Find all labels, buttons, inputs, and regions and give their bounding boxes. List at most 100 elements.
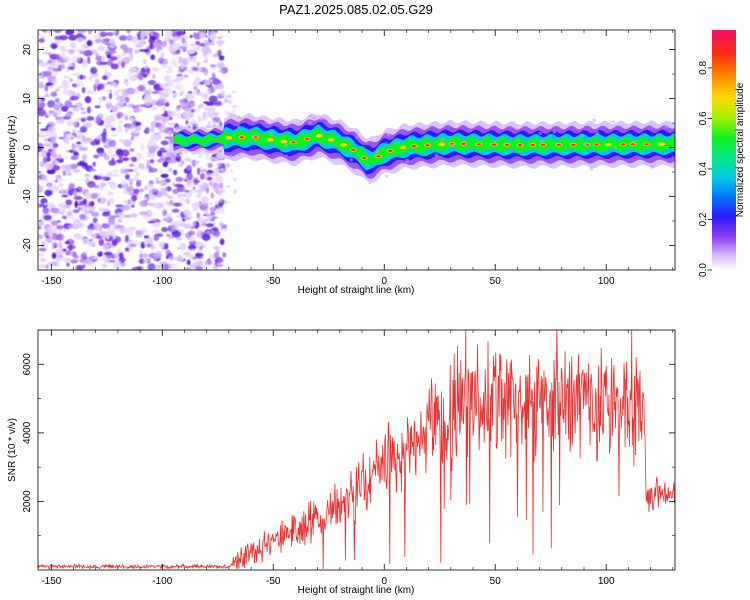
- noise-dot: [423, 126, 426, 128]
- noise-dot: [387, 133, 391, 137]
- noise-dot: [51, 220, 59, 227]
- noise-dot: [216, 183, 221, 187]
- noise-dot: [110, 127, 116, 131]
- y-tick-label: 2000: [22, 490, 33, 513]
- noise-dot: [116, 226, 126, 230]
- noise-dot: [186, 165, 192, 171]
- noise-dot: [82, 264, 86, 269]
- noise-dot: [191, 123, 198, 127]
- noise-dot: [95, 53, 99, 58]
- colorbar-tick-label: 0.8: [698, 61, 709, 75]
- noise-dot: [233, 189, 237, 194]
- noise-dot: [179, 256, 184, 261]
- noise-dot: [147, 79, 157, 86]
- noise-dot: [595, 131, 600, 136]
- noise-dot: [215, 175, 223, 181]
- noise-dot: [225, 162, 231, 168]
- noise-dot: [66, 211, 72, 217]
- noise-dot: [63, 257, 73, 262]
- noise-dot: [171, 230, 182, 238]
- noise-dot: [105, 32, 115, 37]
- noise-dot: [54, 98, 60, 103]
- noise-dot: [125, 227, 129, 231]
- noise-dot: [157, 190, 166, 197]
- noise-dot: [199, 81, 205, 85]
- ridge-hotspot: [425, 144, 430, 147]
- noise-dot: [207, 120, 212, 126]
- noise-dot: [203, 183, 209, 189]
- noise-dot: [188, 254, 194, 260]
- noise-dot: [368, 181, 372, 185]
- noise-dot: [217, 36, 223, 40]
- noise-dot: [205, 157, 209, 160]
- noise-dot: [133, 188, 140, 194]
- snr-line: [38, 330, 675, 570]
- noise-dot: [222, 223, 226, 226]
- noise-dot: [55, 88, 60, 92]
- noise-dot: [169, 199, 174, 205]
- noise-dot: [83, 49, 93, 57]
- noise-dot: [57, 177, 63, 181]
- noise-dot: [205, 88, 212, 92]
- noise-dot: [126, 186, 134, 192]
- noise-dot: [117, 125, 123, 133]
- noise-dot: [47, 60, 52, 63]
- noise-dot: [107, 59, 112, 67]
- noise-dot: [154, 136, 160, 142]
- noise-dot: [159, 170, 163, 175]
- noise-dot: [118, 139, 125, 142]
- noise-dot: [204, 40, 211, 47]
- noise-dot: [188, 240, 197, 245]
- noise-dot: [44, 84, 49, 92]
- noise-dot: [217, 69, 224, 74]
- noise-dot: [168, 194, 174, 197]
- noise-dot: [65, 204, 71, 209]
- noise-dot: [175, 106, 181, 112]
- noise-dot: [38, 263, 47, 269]
- noise-dot: [148, 165, 153, 173]
- noise-dot: [164, 88, 173, 95]
- noise-dot: [110, 38, 115, 44]
- noise-dot: [212, 117, 221, 123]
- noise-dot: [102, 75, 108, 81]
- noise-dot: [64, 223, 71, 226]
- noise-dot: [178, 46, 188, 50]
- noise-dot: [118, 35, 128, 41]
- noise-dot: [224, 227, 227, 231]
- noise-dot: [186, 184, 192, 189]
- noise-dot: [60, 190, 65, 195]
- noise-dot: [52, 152, 58, 158]
- ridge-hotspot: [376, 155, 381, 158]
- noise-dot: [38, 226, 42, 230]
- noise-dot: [192, 257, 197, 263]
- noise-dot: [131, 194, 138, 202]
- noise-dot: [231, 105, 238, 108]
- noise-dot: [80, 253, 88, 260]
- noise-dot: [107, 227, 112, 234]
- noise-dot: [217, 49, 222, 57]
- noise-dot: [200, 173, 205, 180]
- noise-dot: [46, 156, 51, 162]
- noise-dot: [126, 87, 136, 95]
- noise-dot: [151, 222, 161, 228]
- noise-dot: [198, 103, 204, 109]
- noise-dot: [216, 61, 225, 69]
- noise-dot: [179, 99, 183, 103]
- noise-dot: [633, 140, 636, 143]
- noise-dot: [176, 214, 182, 218]
- noise-dot: [216, 207, 225, 214]
- noise-dot: [143, 94, 153, 103]
- noise-dot: [81, 207, 86, 214]
- noise-dot: [103, 82, 109, 86]
- noise-dot: [201, 233, 211, 241]
- noise-dot: [45, 30, 53, 34]
- noise-dot: [97, 45, 106, 52]
- noise-dot: [212, 78, 221, 86]
- noise-dot: [195, 189, 199, 194]
- noise-dot: [249, 149, 252, 152]
- noise-dot: [183, 74, 189, 78]
- noise-dot: [129, 117, 134, 122]
- noise-dot: [44, 93, 50, 97]
- noise-dot: [156, 180, 161, 184]
- noise-dot: [49, 85, 54, 90]
